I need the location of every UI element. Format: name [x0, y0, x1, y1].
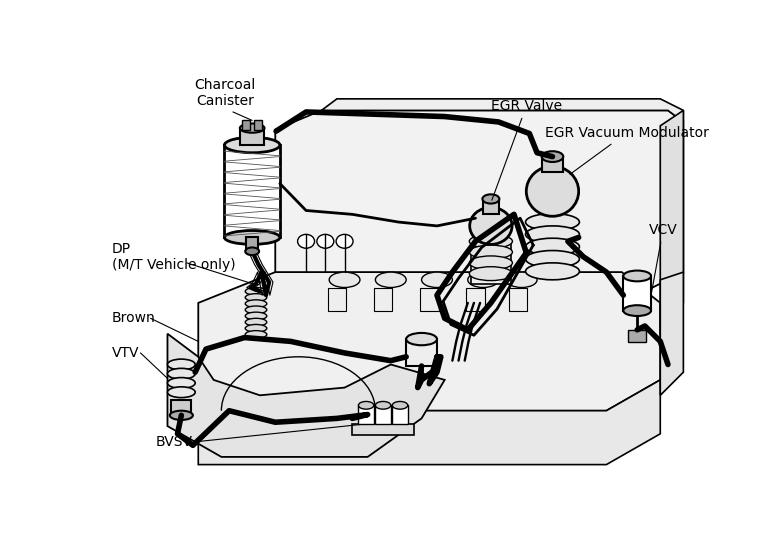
Ellipse shape — [245, 300, 266, 308]
Ellipse shape — [245, 287, 266, 295]
Bar — [242, 120, 249, 129]
Ellipse shape — [245, 306, 266, 314]
Polygon shape — [276, 110, 684, 303]
Ellipse shape — [336, 234, 353, 248]
Ellipse shape — [525, 263, 580, 280]
Ellipse shape — [297, 234, 315, 248]
Ellipse shape — [525, 226, 580, 243]
Bar — [467, 287, 485, 311]
Text: BVSV: BVSV — [156, 434, 193, 448]
Polygon shape — [322, 99, 684, 122]
Text: VTV: VTV — [112, 346, 139, 360]
Ellipse shape — [245, 318, 266, 326]
Text: Charcoal
Canister: Charcoal Canister — [195, 78, 256, 108]
Bar — [352, 424, 414, 434]
Ellipse shape — [329, 272, 360, 287]
Ellipse shape — [470, 256, 513, 270]
Ellipse shape — [376, 272, 407, 287]
Ellipse shape — [470, 267, 513, 280]
Polygon shape — [198, 272, 661, 411]
Ellipse shape — [407, 333, 437, 345]
Polygon shape — [167, 334, 445, 457]
Ellipse shape — [507, 272, 537, 287]
Bar — [254, 120, 262, 129]
Bar — [374, 287, 392, 311]
Ellipse shape — [167, 359, 196, 370]
Ellipse shape — [525, 250, 580, 268]
Ellipse shape — [317, 234, 334, 248]
Polygon shape — [661, 272, 684, 395]
Bar — [392, 406, 408, 424]
Ellipse shape — [167, 387, 196, 398]
Ellipse shape — [245, 331, 266, 338]
Polygon shape — [198, 372, 661, 464]
Ellipse shape — [624, 271, 651, 281]
Ellipse shape — [422, 272, 453, 287]
Ellipse shape — [376, 401, 391, 409]
Ellipse shape — [468, 272, 499, 287]
Polygon shape — [661, 110, 684, 334]
Ellipse shape — [225, 231, 280, 244]
Bar — [509, 287, 527, 311]
Ellipse shape — [525, 213, 580, 231]
Text: Brown: Brown — [112, 311, 156, 325]
Bar — [328, 287, 346, 311]
Ellipse shape — [167, 378, 196, 388]
Ellipse shape — [240, 124, 265, 133]
Bar — [471, 241, 511, 285]
Text: EGR Vacuum Modulator: EGR Vacuum Modulator — [545, 126, 708, 174]
Ellipse shape — [527, 166, 579, 216]
Ellipse shape — [225, 137, 280, 153]
Ellipse shape — [470, 208, 512, 244]
Bar — [171, 400, 191, 415]
Ellipse shape — [169, 411, 192, 420]
Text: EGR Valve: EGR Valve — [491, 99, 562, 200]
Text: VCV: VCV — [648, 223, 678, 293]
Ellipse shape — [624, 305, 651, 316]
Bar — [376, 406, 390, 424]
Ellipse shape — [245, 324, 266, 332]
Ellipse shape — [482, 194, 500, 204]
Ellipse shape — [392, 401, 408, 409]
Bar — [420, 287, 439, 311]
Bar — [240, 128, 265, 145]
Bar — [407, 339, 437, 366]
Bar — [484, 199, 499, 215]
Bar — [628, 330, 647, 342]
Bar — [542, 157, 564, 172]
Bar — [359, 406, 374, 424]
Ellipse shape — [359, 401, 374, 409]
Text: DP
(M/T Vehicle only): DP (M/T Vehicle only) — [112, 242, 236, 272]
Bar — [246, 238, 258, 251]
Ellipse shape — [245, 312, 266, 320]
Ellipse shape — [167, 369, 196, 379]
Bar — [624, 276, 651, 311]
Ellipse shape — [525, 238, 580, 255]
Ellipse shape — [245, 294, 266, 301]
Bar — [225, 145, 280, 238]
Ellipse shape — [470, 234, 513, 248]
Ellipse shape — [470, 245, 513, 259]
Ellipse shape — [245, 248, 259, 255]
Ellipse shape — [542, 151, 564, 162]
